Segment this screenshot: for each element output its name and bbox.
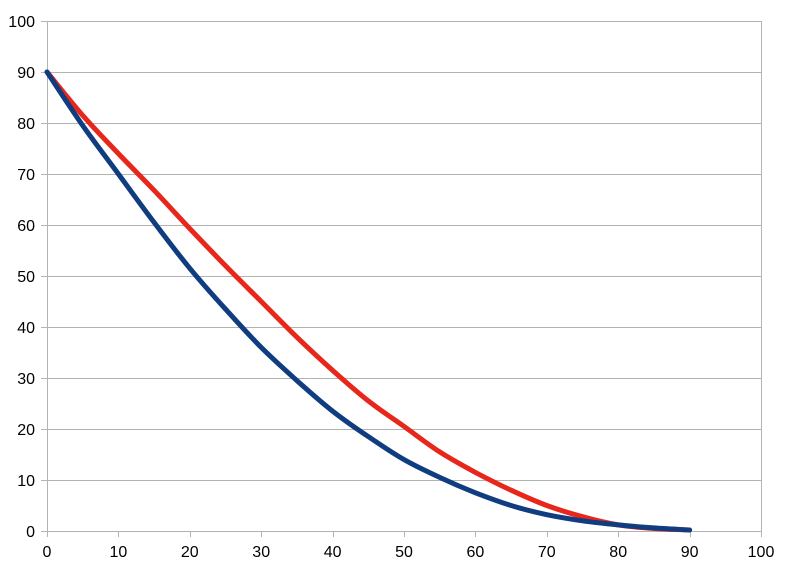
x-tick-label: 70 <box>538 544 556 561</box>
y-tick-label: 40 <box>17 320 35 337</box>
y-tick-label: 0 <box>26 524 35 541</box>
x-tick-label: 0 <box>43 544 52 561</box>
x-tick-label: 80 <box>609 544 627 561</box>
grid-lines <box>47 21 761 532</box>
x-tick-label: 90 <box>681 544 699 561</box>
series-lines <box>44 69 693 533</box>
x-tick-label: 10 <box>110 544 128 561</box>
x-tick-label: 40 <box>324 544 342 561</box>
y-tick-label: 80 <box>17 116 35 133</box>
x-tick-label: 30 <box>252 544 270 561</box>
series-line-2 <box>44 69 693 533</box>
x-tick-label: 50 <box>395 544 413 561</box>
x-tick-label: 20 <box>181 544 199 561</box>
y-tick-label: 20 <box>17 422 35 439</box>
y-tick-label: 70 <box>17 167 35 184</box>
series-line-1 <box>44 69 693 533</box>
y-tick-label: 60 <box>17 218 35 235</box>
tick-labels: 0 10 20 30 40 50 60 70 80 90 100 0 10 20 30 40 50 60 70 80 9… <box>8 14 774 561</box>
x-tick-label: 60 <box>467 544 485 561</box>
y-tick-label: 100 <box>8 14 35 31</box>
y-tick-label: 90 <box>17 65 35 82</box>
y-tick-label: 10 <box>17 473 35 490</box>
y-tick-label: 50 <box>17 269 35 286</box>
y-tick-label: 30 <box>17 371 35 388</box>
axes <box>41 21 762 537</box>
x-tick-label: 100 <box>748 544 775 561</box>
